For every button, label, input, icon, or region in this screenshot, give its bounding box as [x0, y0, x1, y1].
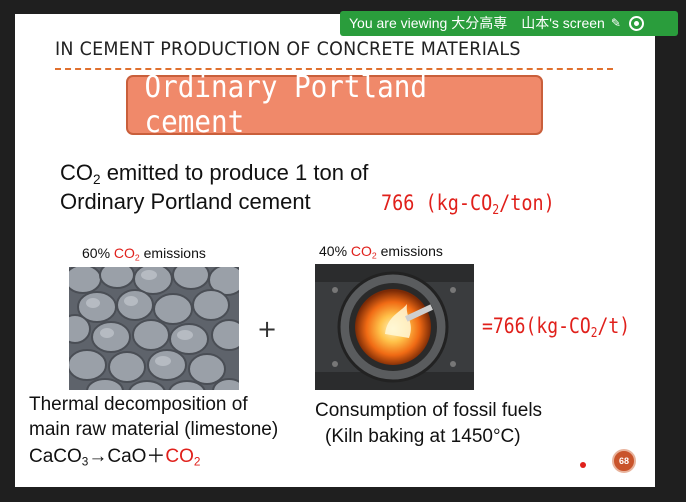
slide-title: Ordinary Portland cement [144, 70, 428, 140]
result-post: /t) [597, 314, 631, 338]
page-number-badge: 68 [612, 449, 636, 473]
right-desc-line-2: (Kiln baking at 1450°C) [325, 426, 521, 447]
left-caption-co: CO [113, 245, 135, 261]
right-caption: 40% CO2 emissions [319, 243, 443, 261]
header-divider [55, 68, 613, 70]
result-pre: =766(kg-CO [482, 314, 591, 338]
left-caption-pct: 60% [82, 245, 114, 261]
statement-sub: 2 [93, 172, 101, 188]
laser-pointer-dot [580, 462, 586, 468]
statement-line-2: Ordinary Portland cement [60, 189, 311, 214]
total-result: =766(kg-CO2/t) [482, 314, 631, 341]
screen-share-banner[interactable]: You are viewing 大分高専 山本's screen ✎ [340, 11, 678, 36]
right-caption-post: emissions [376, 243, 443, 259]
left-caption: 60% CO2 emissions [82, 245, 206, 263]
right-desc-line-1: Consumption of fossil fuels [315, 400, 543, 421]
slide-header: IN CEMENT PRODUCTION OF CONCRETE MATERIA… [55, 38, 521, 60]
left-caption-post: emissions [139, 245, 206, 261]
amount-pre: 766 (kg-CO [381, 191, 493, 215]
formula-mid: →CaO＋ [88, 446, 166, 467]
annotate-icon[interactable]: ✎ [610, 16, 621, 30]
formula-co: CO [165, 446, 194, 467]
statement-line-1: CO2 emitted to produce 1 ton of [60, 160, 368, 186]
left-desc-line-2: main raw material (limestone) [29, 419, 279, 440]
statement-co: CO [60, 160, 93, 185]
right-caption-co: CO [350, 243, 372, 259]
amount-sub: 2 [492, 202, 500, 218]
formula-sub-3: 3 [81, 455, 89, 469]
result-sub: 2 [590, 325, 598, 341]
slide-title-box: Ordinary Portland cement [126, 70, 543, 140]
emission-amount: 766 (kg-CO2/ton) [381, 191, 555, 218]
limestone-photo [69, 267, 239, 390]
presentation-slide: IN CEMENT PRODUCTION OF CONCRETE MATERIA… [15, 14, 655, 487]
formula-sub-2: 2 [193, 455, 201, 469]
right-caption-sub: 2 [371, 250, 377, 261]
view-options-icon[interactable] [628, 16, 644, 31]
plus-sign: + [257, 315, 278, 343]
screen-share-text: You are viewing 大分高専 山本's screen [349, 15, 605, 31]
amount-post: /ton) [499, 191, 555, 215]
kiln-photo [315, 264, 474, 390]
left-caption-sub: 2 [134, 252, 140, 263]
formula-caco: CaCO [29, 446, 82, 467]
reaction-formula: CaCO3→CaO＋CO2 [29, 444, 200, 469]
left-desc-line-1: Thermal decomposition of [29, 394, 248, 415]
right-caption-pct: 40% [319, 243, 351, 259]
statement-rest: emitted to produce 1 ton of [100, 160, 369, 185]
